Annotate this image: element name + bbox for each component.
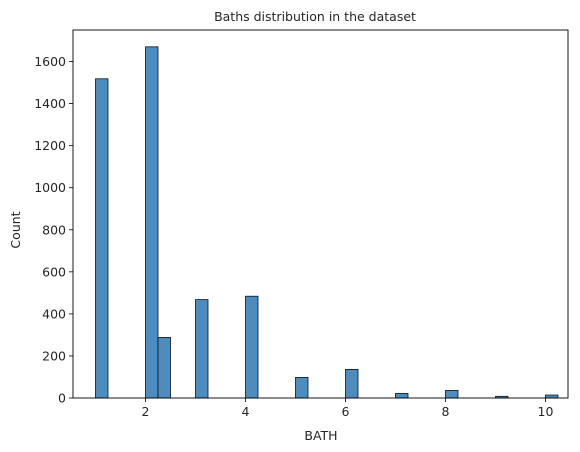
x-tick-label: 8 bbox=[442, 404, 450, 419]
y-tick-label: 1000 bbox=[34, 180, 66, 195]
histogram-bar-0 bbox=[95, 78, 109, 399]
y-ticks: 0 200 400 600 800 1000 1200 1400 1600 bbox=[34, 54, 73, 406]
x-tick-label: 10 bbox=[538, 404, 554, 419]
y-tick-label: 200 bbox=[42, 348, 66, 363]
y-tick-label: 1400 bbox=[34, 96, 66, 111]
histogram-bar-1 bbox=[145, 46, 159, 399]
y-tick-label: 0 bbox=[58, 391, 66, 406]
histogram-bar-8 bbox=[445, 390, 459, 399]
x-axis-label: BATH bbox=[304, 428, 337, 443]
x-ticks: 2 4 6 8 10 bbox=[142, 398, 554, 419]
bars-group bbox=[95, 46, 559, 399]
chart-title: Baths distribution in the dataset bbox=[214, 9, 416, 24]
x-tick-label: 6 bbox=[342, 404, 350, 419]
y-axis-label: Count bbox=[8, 211, 23, 248]
x-tick-label: 2 bbox=[142, 404, 150, 419]
y-tick-label: 400 bbox=[42, 306, 66, 321]
histogram-bar-2 bbox=[157, 337, 171, 399]
y-tick-label: 1600 bbox=[34, 54, 66, 69]
histogram-bar-5 bbox=[295, 376, 309, 399]
y-tick-label: 600 bbox=[42, 264, 66, 279]
x-tick-label: 4 bbox=[242, 404, 250, 419]
histogram-bar-7 bbox=[395, 392, 409, 399]
y-tick-label: 1200 bbox=[34, 138, 66, 153]
histogram-bar-4 bbox=[245, 295, 259, 399]
axes-frame bbox=[72, 29, 569, 399]
histogram-bar-3 bbox=[195, 299, 209, 399]
histogram-bar-6 bbox=[345, 369, 359, 399]
y-tick-label: 800 bbox=[42, 222, 66, 237]
